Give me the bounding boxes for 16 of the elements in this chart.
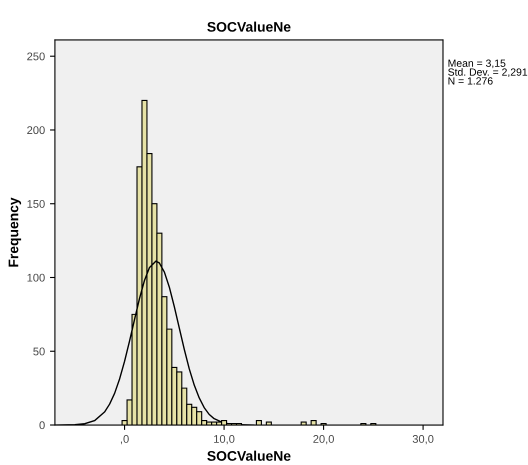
y-tick-label: 100 — [28, 274, 45, 282]
text: N = 1.276 — [448, 77, 493, 85]
x-tick-label: ,0 — [120, 435, 129, 444]
y-tick-label: 150 — [28, 200, 45, 208]
text: Std. Dev. = 2,291 — [448, 68, 528, 77]
y-tick-label: 0 — [39, 421, 45, 430]
y-tick-label: 50 — [33, 348, 45, 356]
text: Mean = 3,15 — [448, 60, 506, 68]
y-axis-title: Frequency — [8, 197, 22, 267]
chart-title: SOCValueNe — [207, 22, 291, 32]
y-tick-label: 200 — [27, 126, 45, 134]
x-tick-label: 30,0 — [412, 435, 434, 444]
x-tick-label: 10,0 — [214, 435, 234, 444]
y-tick-label: 250 — [27, 52, 45, 60]
x-axis-title: SOCValueNe — [207, 450, 291, 461]
x-tick-label: 20,0 — [313, 435, 334, 444]
